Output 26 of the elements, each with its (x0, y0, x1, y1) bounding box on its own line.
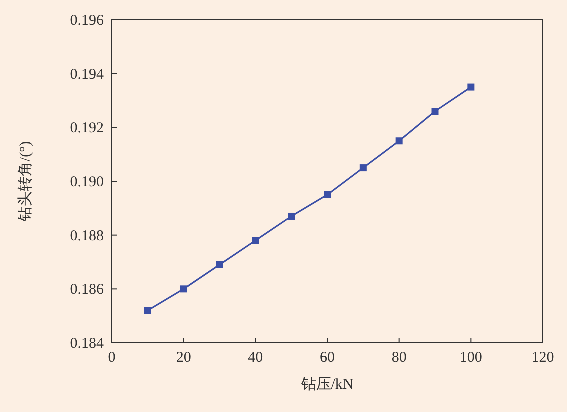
x-axis-title: 钻压/kN (300, 377, 354, 393)
x-tick-label: 80 (392, 350, 407, 366)
x-tick-label: 40 (248, 350, 264, 366)
point (468, 84, 475, 91)
point (396, 138, 403, 145)
y-tick-label: 0.190 (70, 174, 104, 190)
point (252, 237, 260, 244)
x-tick-label: 0 (108, 350, 116, 366)
y-tick-label: 0.188 (70, 228, 104, 244)
point (360, 164, 367, 172)
x-tick-label: 20 (176, 350, 192, 366)
x-tick-label: 120 (532, 350, 554, 366)
y-tick-label: 0.184 (70, 336, 104, 352)
point (432, 108, 439, 116)
y-tick-label: 0.192 (70, 120, 104, 137)
y-tick-label: 0.196 (70, 13, 104, 29)
point (180, 286, 188, 293)
y-tick-label: 0.186 (70, 282, 104, 298)
x-tick-label: 100 (460, 350, 482, 366)
y-tick-label: 0.194 (70, 66, 104, 83)
point (288, 212, 296, 220)
point (216, 261, 224, 268)
x-tick-label: 60 (320, 350, 335, 366)
point (144, 307, 152, 314)
y-axis-title: 钻头转角/(°) (17, 141, 34, 223)
point (324, 191, 331, 198)
